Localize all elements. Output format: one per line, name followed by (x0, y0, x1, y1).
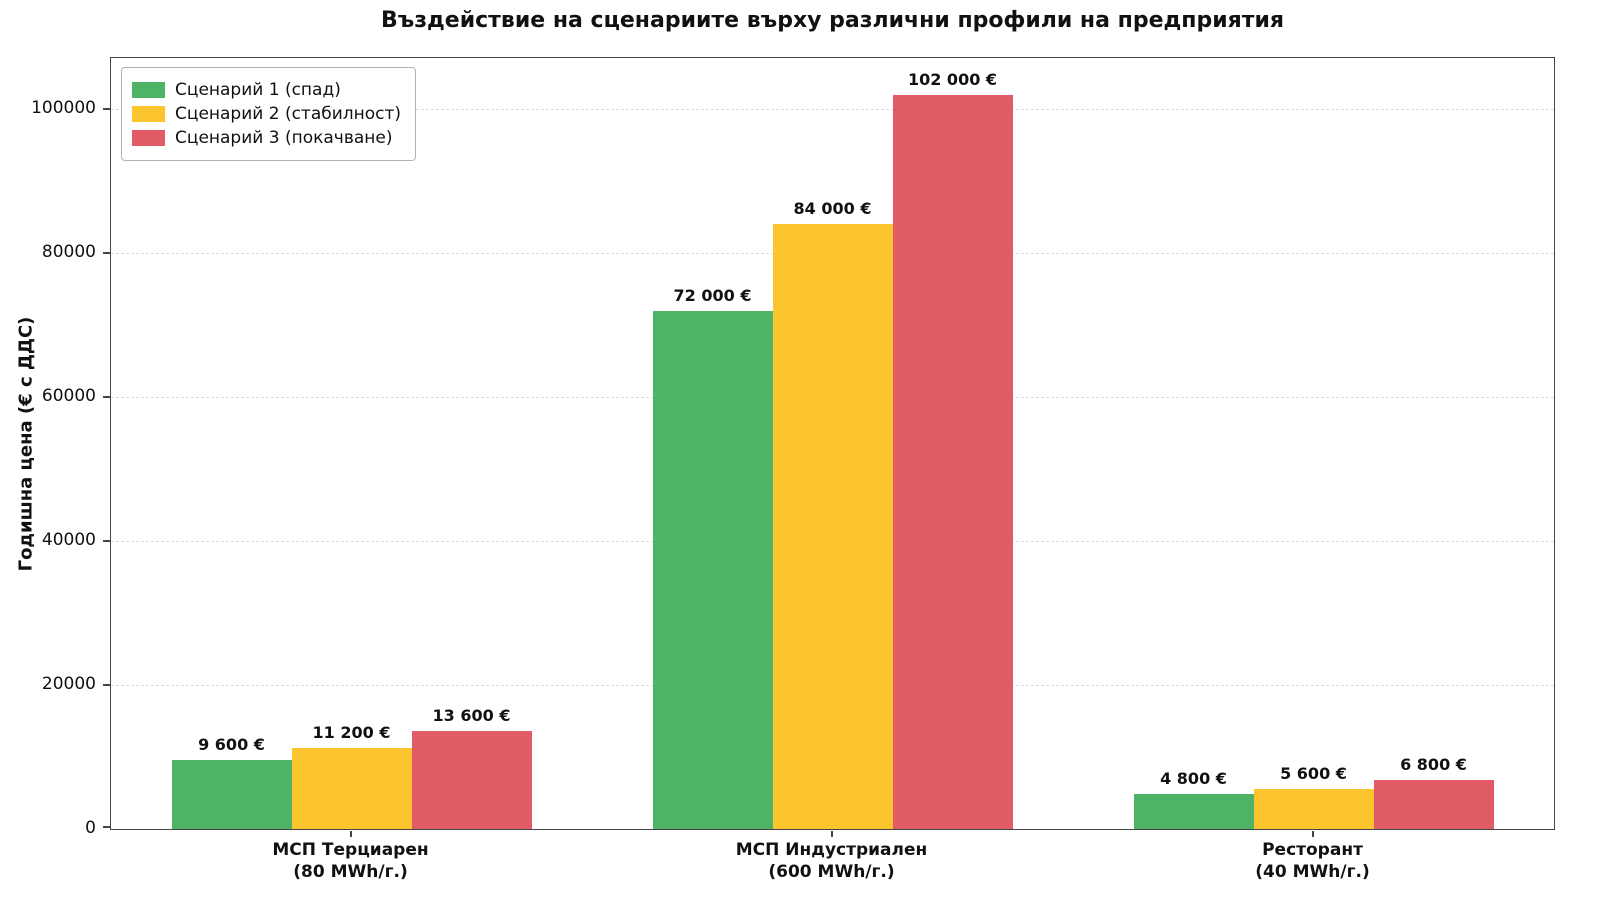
legend-item: Сценарий 3 (покачване) (132, 128, 401, 148)
legend-swatch-icon (132, 82, 165, 98)
bar-value-label: 4 800 € (1160, 769, 1227, 788)
bar-value-label: 84 000 € (793, 199, 872, 218)
bar (1133, 794, 1254, 829)
bar (772, 224, 893, 829)
chart-title: Въздействие на сценариите върху различни… (380, 8, 1285, 33)
bar (171, 760, 292, 829)
legend-item: Сценарий 1 (спад) (132, 80, 401, 100)
legend-label: Сценарий 1 (спад) (175, 80, 341, 100)
bar-value-label: 11 200 € (312, 723, 391, 742)
x-tick-mark (830, 831, 833, 837)
y-tick-mark (103, 540, 110, 543)
bar-value-label: 9 600 € (198, 735, 265, 754)
bar-value-label: 5 600 € (1280, 764, 1347, 783)
legend-swatch-icon (132, 106, 165, 122)
bar-value-label: 102 000 € (907, 70, 998, 89)
bar-value-label: 13 600 € (432, 706, 511, 725)
x-tick-label: МСП Терциарен (80 MWh/г.) (272, 840, 429, 883)
x-tick-label: МСП Индустриален (600 MWh/г.) (735, 840, 928, 883)
y-axis: 0 20000 40000 60000 80000 100000 (0, 57, 110, 838)
x-axis: МСП Терциарен (80 MWh/г.) МСП Индустриален… (110, 830, 1555, 900)
y-tick-label: 100000 (31, 98, 96, 119)
legend-label: Сценарий 3 (покачване) (175, 128, 393, 148)
y-tick-label: 0 (85, 818, 96, 838)
legend-item: Сценарий 2 (стабилност) (132, 104, 401, 124)
y-tick-mark (103, 108, 110, 111)
bar (892, 95, 1013, 829)
y-tick-label: 60000 (41, 386, 96, 407)
bar (652, 311, 773, 829)
y-tick-mark (103, 252, 110, 255)
legend: Сценарий 1 (спад) Сценарий 2 (стабилност)… (121, 67, 417, 161)
legend-label: Сценарий 2 (стабилност) (175, 104, 402, 124)
legend-swatch-icon (132, 130, 165, 146)
y-tick-label: 40000 (41, 530, 96, 551)
grid-line (111, 109, 1554, 111)
bar-value-label: 6 800 € (1400, 755, 1467, 774)
y-tick-label: 20000 (41, 674, 96, 695)
plot-area: 9 600 € 11 200 € 13 600 € 72 000 € 84 000 € 1… (110, 57, 1555, 830)
x-tick-mark (349, 831, 352, 837)
x-tick-label: Ресторант (40 MWh/г.) (1255, 840, 1370, 883)
y-tick-mark (103, 396, 110, 399)
bar (411, 731, 532, 829)
y-tick-mark (103, 826, 110, 828)
bar (1253, 789, 1374, 829)
bar (291, 748, 412, 829)
bar (1373, 780, 1494, 829)
y-tick-label: 80000 (41, 242, 96, 263)
y-tick-mark (103, 684, 110, 687)
bar-value-label: 72 000 € (673, 286, 752, 305)
x-tick-mark (1311, 831, 1314, 837)
